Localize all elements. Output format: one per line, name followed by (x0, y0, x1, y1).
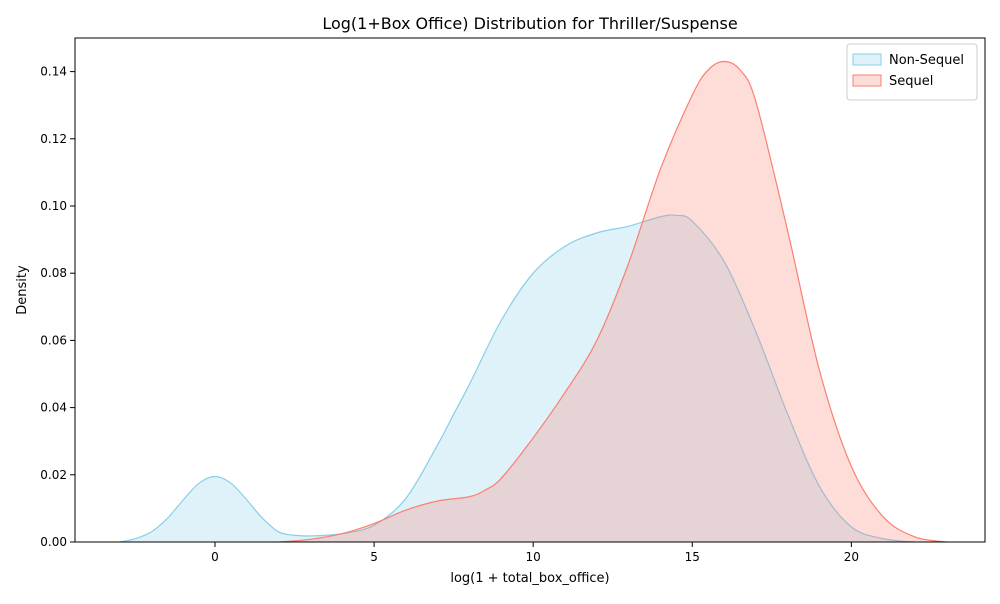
x-tick-label: 20 (844, 550, 859, 564)
y-tick-label: 0.12 (40, 132, 67, 146)
sequel-area (278, 61, 947, 543)
y-tick-label: 0.08 (40, 266, 67, 280)
legend-label-non-sequel: Non-Sequel (889, 53, 964, 68)
non-sequel-area (119, 215, 916, 542)
legend: Non-Sequel Sequel (846, 43, 978, 101)
y-tick-label: 0.00 (40, 535, 67, 549)
y-tick-label: 0.04 (40, 401, 67, 415)
series-layer (119, 60, 947, 543)
y-tick-label: 0.06 (40, 333, 67, 347)
y-tick-label: 0.02 (40, 468, 67, 482)
legend-swatch-non-sequel (852, 53, 882, 66)
sequel-line (278, 60, 947, 543)
x-axis-label: log(1 + total_box_office) (450, 571, 609, 586)
x-tick-label: 15 (685, 550, 700, 564)
y-tick-label: 0.10 (40, 199, 67, 213)
y-axis: 0.00 0.02 0.04 0.06 0.08 0.10 0.12 0.14 (40, 65, 75, 549)
y-tick-label: 0.14 (40, 65, 67, 79)
plot-frame (74, 37, 986, 543)
non-sequel-line (119, 214, 916, 543)
legend-label-sequel: Sequel (889, 74, 933, 89)
x-axis: 0 5 10 15 20 (211, 542, 859, 564)
y-axis-label: Density (15, 265, 30, 315)
x-tick-label: 5 (370, 550, 378, 564)
x-tick-label: 0 (211, 550, 219, 564)
x-tick-label: 10 (526, 550, 541, 564)
chart-title: Log(1+Box Office) Distribution for Thril… (322, 14, 737, 33)
legend-swatch-sequel (852, 74, 882, 87)
